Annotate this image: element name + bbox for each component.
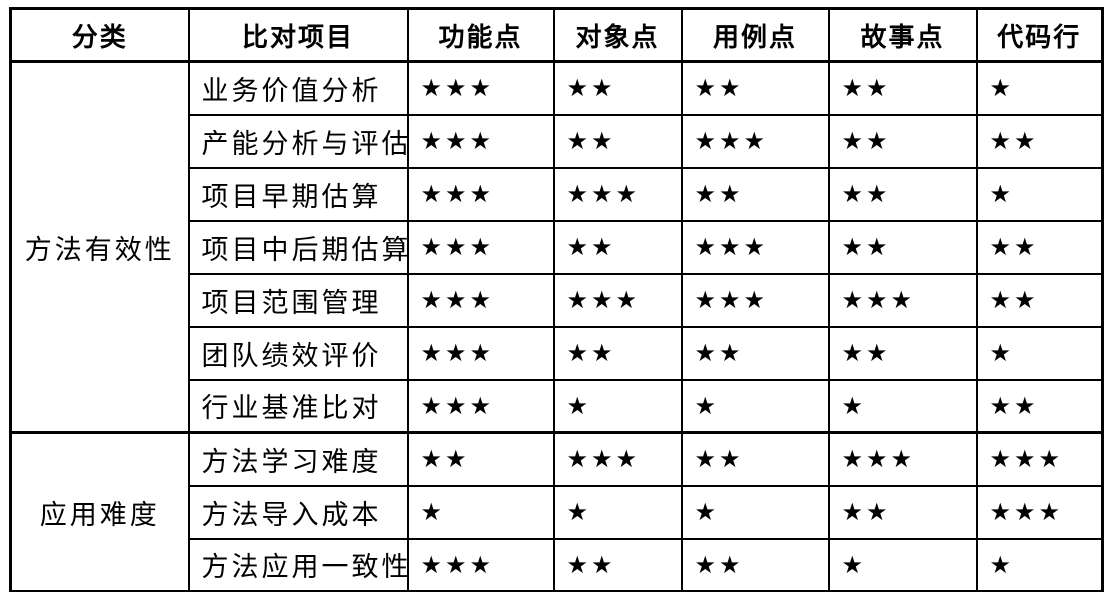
item-cell: 项目早期估算: [187, 166, 409, 222]
header-use-case-points: 用例点: [680, 7, 830, 63]
star-rating: ★: [552, 484, 683, 540]
table-row: 方法应用一致性 ★★★ ★★ ★★ ★ ★: [11, 537, 1104, 592]
star-rating: ★: [680, 378, 830, 434]
header-comparison-item: 比对项目: [187, 7, 409, 63]
star-rating: ★★: [406, 431, 555, 487]
star-rating: ★★★: [552, 431, 683, 487]
star-rating: ★★: [975, 113, 1104, 169]
star-rating: ★★: [975, 272, 1104, 328]
star-rating: ★★★: [975, 484, 1104, 540]
table-row: 方法导入成本 ★ ★ ★ ★★ ★★★: [11, 484, 1104, 540]
star-rating: ★★: [975, 219, 1104, 275]
comparison-table: 分类 比对项目 功能点 对象点 用例点 故事点 代码行 方法有效性 业务价值分析 ★…: [9, 7, 1104, 592]
star-rating: ★★: [680, 537, 830, 592]
table-row: 项目早期估算 ★★★ ★★★ ★★ ★★ ★: [11, 166, 1104, 222]
star-rating: ★: [975, 537, 1104, 592]
table-row: 应用难度 方法学习难度 ★★ ★★★ ★★ ★★★ ★★★: [9, 431, 1104, 592]
star-rating: ★★★: [827, 431, 978, 487]
star-rating: ★★★: [975, 431, 1104, 487]
star-rating: ★★★: [406, 272, 555, 328]
star-rating: ★★: [827, 219, 978, 275]
star-rating: ★★: [680, 166, 830, 222]
table-row: 团队绩效评价 ★★★ ★★ ★★ ★★ ★: [11, 325, 1104, 381]
category-cell: 方法有效性: [9, 60, 190, 434]
header-category: 分类: [9, 7, 190, 63]
star-rating: ★: [827, 537, 978, 592]
star-rating: ★★★: [680, 272, 830, 328]
item-cell: 行业基准比对: [187, 378, 409, 434]
star-rating: ★: [680, 484, 830, 540]
star-rating: ★★★: [680, 219, 830, 275]
star-rating: ★: [975, 166, 1104, 222]
table-row: 项目范围管理 ★★★ ★★★ ★★★ ★★★ ★★: [11, 272, 1104, 328]
star-rating: ★: [827, 378, 978, 434]
star-rating: ★★: [680, 325, 830, 381]
star-rating: ★★: [552, 537, 683, 592]
star-rating: ★★: [827, 60, 978, 116]
category-cell: 应用难度: [9, 431, 190, 592]
star-rating: ★: [975, 60, 1104, 116]
star-rating: ★: [406, 484, 555, 540]
table-row: 项目中后期估算 ★★★ ★★ ★★★ ★★ ★★: [11, 219, 1104, 275]
table-row: 产能分析与评估 ★★★ ★★ ★★★ ★★ ★★: [11, 113, 1104, 169]
star-rating: ★★: [552, 60, 683, 116]
star-rating: ★★★: [552, 166, 683, 222]
item-cell: 团队绩效评价: [187, 325, 409, 381]
star-rating: ★★★: [406, 60, 555, 116]
star-rating: ★★★: [406, 113, 555, 169]
table-row: 方法有效性 业务价值分析 ★★★ ★★ ★★ ★★ ★: [9, 60, 1104, 434]
table-body: 方法有效性 业务价值分析 ★★★ ★★ ★★ ★★ ★ 产能分析与评估 ★★★ ★★ ★★★ ★★ ★★…: [9, 60, 1104, 592]
star-rating: ★★: [680, 60, 830, 116]
star-rating: ★★: [552, 219, 683, 275]
star-rating: ★★★: [406, 378, 555, 434]
item-cell: 产能分析与评估: [187, 113, 409, 169]
star-rating: ★★★: [406, 166, 555, 222]
star-rating: ★★★: [406, 219, 555, 275]
item-cell: 方法学习难度: [187, 431, 409, 487]
star-rating: ★★★: [552, 272, 683, 328]
header-function-points: 功能点: [406, 7, 555, 63]
star-rating: ★★: [975, 378, 1104, 434]
item-cell: 项目范围管理: [187, 272, 409, 328]
star-rating: ★★★: [406, 325, 555, 381]
star-rating: ★★: [827, 113, 978, 169]
star-rating: ★★★: [406, 537, 555, 592]
star-rating: ★★: [827, 484, 978, 540]
star-rating: ★★★: [680, 113, 830, 169]
star-rating: ★★: [552, 113, 683, 169]
star-rating: ★★: [827, 166, 978, 222]
item-cell: 方法导入成本: [187, 484, 409, 540]
star-rating: ★★★: [827, 272, 978, 328]
star-rating: ★: [975, 325, 1104, 381]
item-cell: 项目中后期估算: [187, 219, 409, 275]
star-rating: ★★: [827, 325, 978, 381]
table-header-row: 分类 比对项目 功能点 对象点 用例点 故事点 代码行: [9, 7, 1104, 63]
star-rating: ★: [552, 378, 683, 434]
star-rating: ★★: [552, 325, 683, 381]
item-cell: 方法应用一致性: [187, 537, 409, 592]
header-lines-of-code: 代码行: [975, 7, 1104, 63]
item-cell: 业务价值分析: [187, 60, 409, 116]
header-object-points: 对象点: [552, 7, 683, 63]
header-story-points: 故事点: [827, 7, 978, 63]
star-rating: ★★: [680, 431, 830, 487]
table-row: 行业基准比对 ★★★ ★ ★ ★ ★★: [11, 378, 1104, 434]
